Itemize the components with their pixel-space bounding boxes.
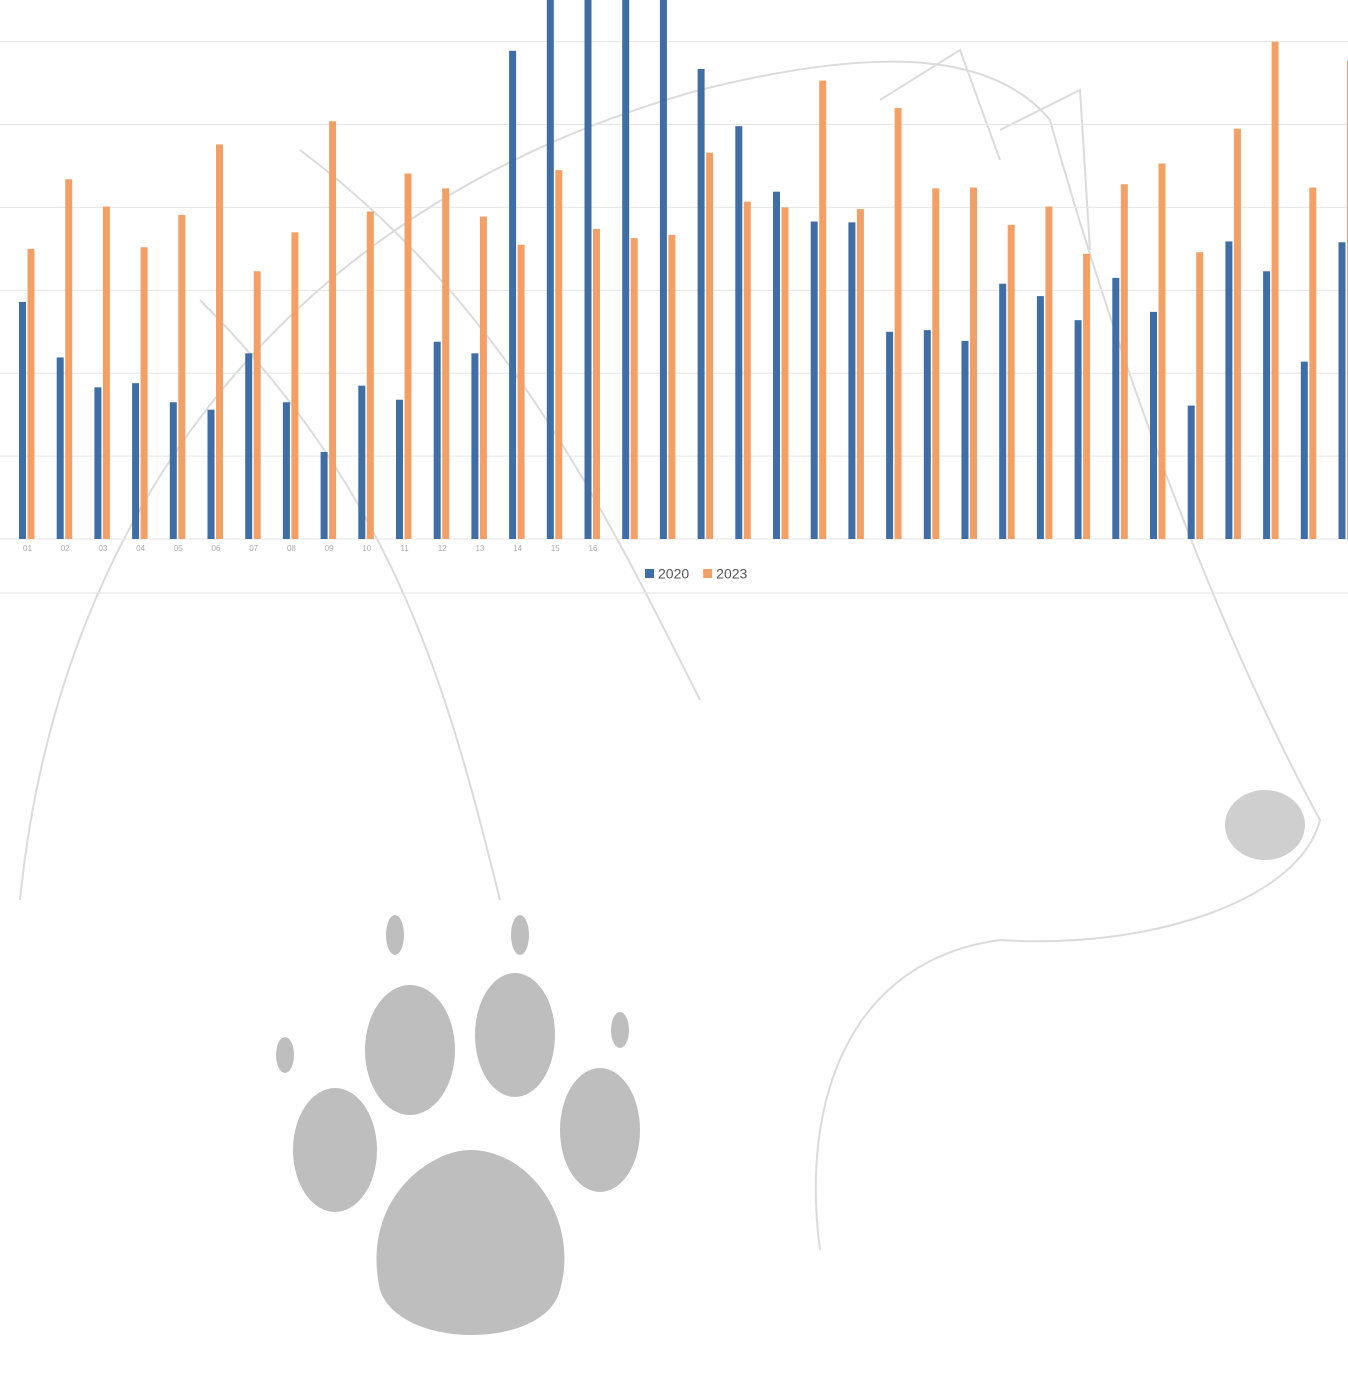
bar — [1112, 277, 1120, 539]
bar — [291, 232, 299, 539]
x-tick-label: 07 — [249, 544, 258, 553]
x-tick-label: 02 — [61, 544, 70, 553]
bar — [706, 152, 714, 539]
bar — [810, 221, 818, 539]
bar — [94, 387, 102, 539]
bar — [471, 353, 479, 539]
bar — [517, 244, 525, 540]
bar — [329, 121, 337, 539]
plot-area — [0, 0, 1348, 540]
bar — [433, 341, 441, 539]
x-tick-label: 14 — [513, 544, 522, 553]
x-tick-label: 01 — [23, 544, 32, 553]
x-tick-label: 13 — [475, 544, 484, 553]
legend-label: 2020 — [658, 566, 689, 582]
bar — [56, 357, 64, 539]
bar — [1045, 206, 1053, 539]
bar — [1263, 271, 1271, 539]
bar — [245, 353, 253, 539]
bar — [1309, 187, 1317, 539]
legend-label: 2023 — [716, 566, 747, 582]
x-tick-label: 12 — [438, 544, 447, 553]
legend-swatch — [645, 569, 654, 578]
bar — [593, 228, 600, 539]
bar — [27, 248, 35, 539]
bar — [1083, 253, 1091, 539]
bar — [396, 399, 403, 539]
bar — [1338, 242, 1346, 539]
x-tick-label: 09 — [325, 544, 334, 553]
bar — [932, 188, 940, 539]
bar — [102, 206, 110, 539]
bar — [773, 191, 780, 540]
bar — [132, 383, 140, 539]
bar — [886, 331, 894, 539]
bar — [1196, 252, 1204, 539]
bar — [282, 402, 290, 539]
bar — [1300, 361, 1308, 539]
bar — [366, 211, 374, 539]
bar — [1187, 405, 1195, 539]
x-tick-label: 08 — [287, 544, 296, 553]
bar — [894, 107, 902, 540]
bar — [999, 283, 1007, 539]
bar — [1271, 41, 1279, 540]
bar — [358, 385, 366, 539]
bar — [1120, 184, 1128, 539]
chart: 01 02 03 04 05 06 07 08 09 10 11 12 13 14 15 16 2020 2023 — [0, 0, 1348, 594]
bar — [622, 0, 630, 540]
bar — [169, 402, 177, 539]
x-tick-label: 03 — [98, 544, 107, 553]
bar — [140, 247, 148, 540]
legend-swatch — [703, 569, 713, 578]
bar — [970, 187, 977, 539]
bar — [19, 301, 26, 539]
bar — [479, 216, 487, 539]
bar — [630, 238, 638, 539]
bar — [404, 173, 412, 539]
bar — [207, 409, 215, 539]
bar — [735, 126, 743, 540]
bar — [668, 234, 676, 540]
bar — [923, 330, 931, 539]
bar — [1150, 311, 1157, 539]
bar — [659, 0, 667, 540]
bar — [848, 222, 856, 539]
bar — [743, 201, 751, 540]
bar — [442, 188, 450, 539]
x-tick-label: 15 — [551, 544, 560, 553]
bar — [1233, 128, 1241, 539]
bar — [697, 69, 705, 540]
x-tick-label: 11 — [400, 544, 409, 553]
bar — [253, 271, 261, 539]
bar — [546, 0, 554, 540]
bar — [819, 80, 827, 540]
bar — [856, 209, 864, 539]
bar — [1074, 320, 1082, 539]
bar — [509, 50, 517, 539]
bar — [1007, 224, 1015, 540]
bar — [1036, 296, 1044, 539]
x-tick-label: 06 — [212, 544, 221, 553]
paw-print — [276, 915, 640, 1335]
bar — [781, 207, 789, 539]
bar — [65, 179, 73, 540]
x-tick-label: 05 — [174, 544, 183, 553]
x-tick-label: 10 — [362, 544, 371, 553]
bar — [320, 451, 328, 539]
bar — [1158, 163, 1166, 539]
bar — [178, 214, 186, 539]
bar — [555, 170, 563, 540]
bar — [961, 340, 969, 539]
x-tick-label: 16 — [589, 544, 598, 553]
bar — [216, 144, 223, 539]
bar — [584, 0, 592, 540]
x-tick-label: 04 — [136, 544, 145, 553]
bar — [1225, 241, 1233, 539]
